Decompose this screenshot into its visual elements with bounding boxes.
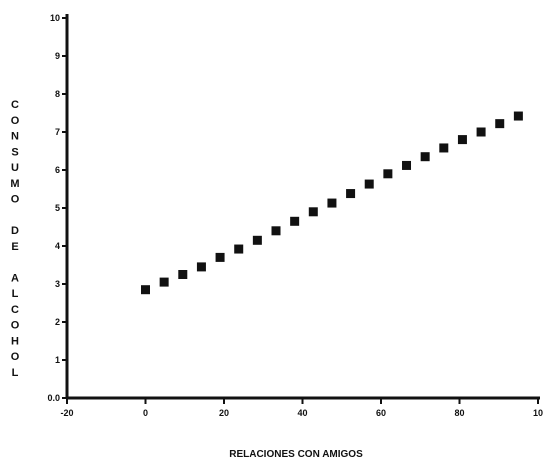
y-axis-title-letter: O xyxy=(11,194,20,206)
data-point xyxy=(476,127,486,137)
y-axis-title-letter: U xyxy=(11,162,19,174)
data-point xyxy=(252,235,262,245)
axes xyxy=(65,14,540,400)
y-axis-title-letter: C xyxy=(11,304,19,316)
data-point xyxy=(234,244,244,254)
y-axis-title-letter: A xyxy=(11,272,19,284)
data-point xyxy=(346,189,356,199)
x-tick-label: 40 xyxy=(297,408,307,418)
data-point xyxy=(196,262,206,272)
x-tick-label: -20 xyxy=(60,408,73,418)
y-tick-label: 0.0 xyxy=(47,393,60,403)
y-axis-title-letter: L xyxy=(12,288,19,300)
y-axis-title-letter: E xyxy=(11,241,18,253)
data-point xyxy=(215,252,225,262)
y-axis-title-letter: H xyxy=(11,335,19,347)
data-point xyxy=(364,179,374,189)
y-axis-title-letter: O xyxy=(11,351,20,363)
x-tick-label: 80 xyxy=(454,408,464,418)
x-tick-label: 10 xyxy=(533,408,543,418)
y-axis-title-letter: D xyxy=(11,225,19,237)
x-tick-label: 60 xyxy=(376,408,386,418)
y-tick-label: 2 xyxy=(55,317,60,327)
plot-area xyxy=(141,111,523,295)
data-point xyxy=(513,111,523,121)
data-point xyxy=(383,169,393,179)
data-point xyxy=(290,216,300,226)
data-point xyxy=(420,152,430,162)
x-tick-label: 0 xyxy=(143,408,148,418)
x-ticks: -20 0 20 40 60 80 10 xyxy=(60,398,543,418)
y-axis-title-letter: L xyxy=(12,367,19,379)
y-axis-title-letter: N xyxy=(11,131,19,143)
y-tick-label: 8 xyxy=(55,89,60,99)
data-point xyxy=(495,119,505,129)
y-tick-label: 4 xyxy=(55,241,60,251)
x-tick-label: 20 xyxy=(219,408,229,418)
data-point xyxy=(141,285,150,295)
y-tick-label: 6 xyxy=(55,165,60,175)
y-axis-title-letter: C xyxy=(11,99,19,111)
y-axis-title-letter: O xyxy=(11,115,20,127)
data-point xyxy=(457,135,467,145)
data-point xyxy=(327,198,337,208)
y-axis-title-letter: M xyxy=(10,178,19,190)
y-tick-label: 9 xyxy=(55,51,60,61)
y-tick-label: 10 xyxy=(50,13,60,23)
data-point xyxy=(308,207,318,217)
y-axis-title-letter: O xyxy=(11,320,20,332)
data-point xyxy=(439,143,449,153)
data-point xyxy=(402,160,412,170)
y-tick-label: 7 xyxy=(55,127,60,137)
y-tick-label: 1 xyxy=(55,355,60,365)
data-point xyxy=(178,270,188,279)
y-tick-label: 5 xyxy=(55,203,60,213)
x-axis-title: RELACIONES CON AMIGOS xyxy=(229,449,363,460)
data-point xyxy=(271,226,281,236)
y-ticks: 0.0 1 2 3 4 5 6 7 8 9 10 xyxy=(47,13,67,403)
y-axis-title-letter: S xyxy=(11,146,18,158)
data-point xyxy=(159,277,169,287)
y-tick-label: 3 xyxy=(55,279,60,289)
